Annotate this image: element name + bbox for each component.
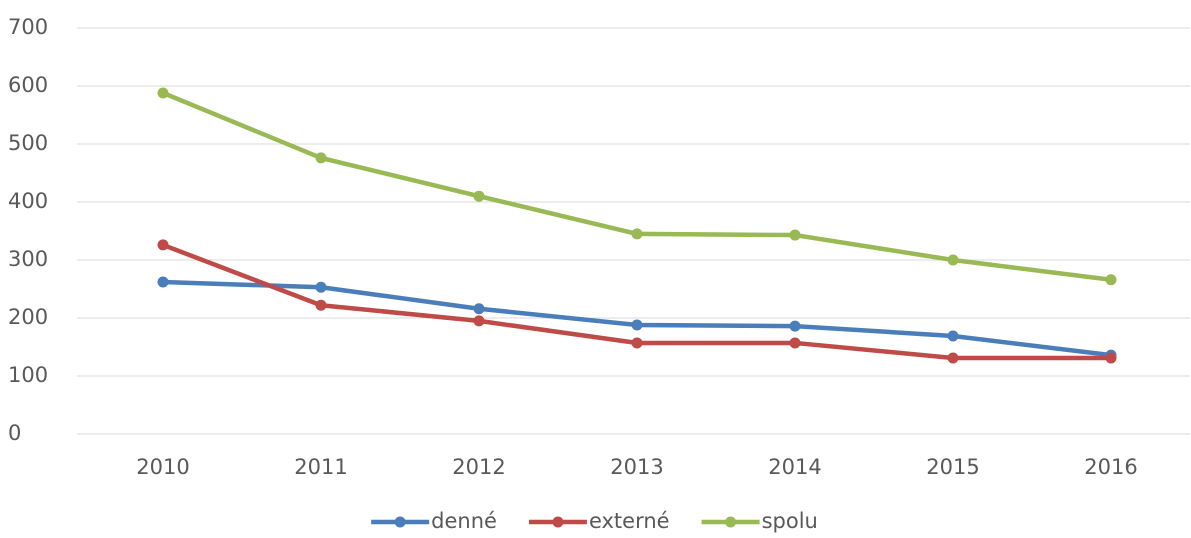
data-point	[1105, 274, 1117, 286]
x-tick-label: 2013	[610, 455, 663, 479]
data-point	[789, 320, 801, 332]
series-line	[162, 90, 1112, 282]
data-point	[157, 276, 169, 288]
legend-label: denné	[431, 509, 497, 533]
legend-marker	[725, 516, 737, 528]
y-tick-label: 0	[8, 421, 21, 445]
data-point	[473, 190, 485, 202]
data-point	[947, 254, 959, 266]
data-point	[947, 352, 959, 364]
x-tick-label: 2016	[1084, 455, 1137, 479]
data-point	[631, 228, 643, 240]
x-tick-label: 2015	[926, 455, 979, 479]
data-point	[631, 319, 643, 331]
data-point	[315, 152, 327, 164]
y-tick-label: 200	[8, 305, 48, 329]
y-tick-label: 100	[8, 363, 48, 387]
x-tick-label: 2010	[136, 455, 189, 479]
data-point	[789, 229, 801, 241]
y-tick-label: 400	[8, 189, 48, 213]
x-tick-label: 2014	[768, 455, 821, 479]
x-tick-label: 2011	[294, 455, 347, 479]
data-point	[157, 239, 169, 251]
y-tick-label: 700	[8, 15, 48, 39]
data-point	[315, 281, 327, 293]
data-point	[473, 303, 485, 315]
legend-marker	[394, 516, 406, 528]
y-tick-label: 600	[8, 73, 48, 97]
data-point	[315, 299, 327, 311]
legend-label: spolu	[762, 509, 818, 533]
data-point	[947, 330, 959, 342]
data-point	[157, 87, 169, 99]
data-point	[631, 337, 643, 349]
x-tick-label: 2012	[452, 455, 505, 479]
data-point	[1105, 352, 1117, 364]
y-tick-label: 500	[8, 131, 48, 155]
data-point	[473, 315, 485, 327]
legend-marker	[552, 516, 564, 528]
data-point	[789, 337, 801, 349]
legend-label: externé	[589, 509, 670, 533]
y-tick-label: 300	[8, 247, 48, 271]
